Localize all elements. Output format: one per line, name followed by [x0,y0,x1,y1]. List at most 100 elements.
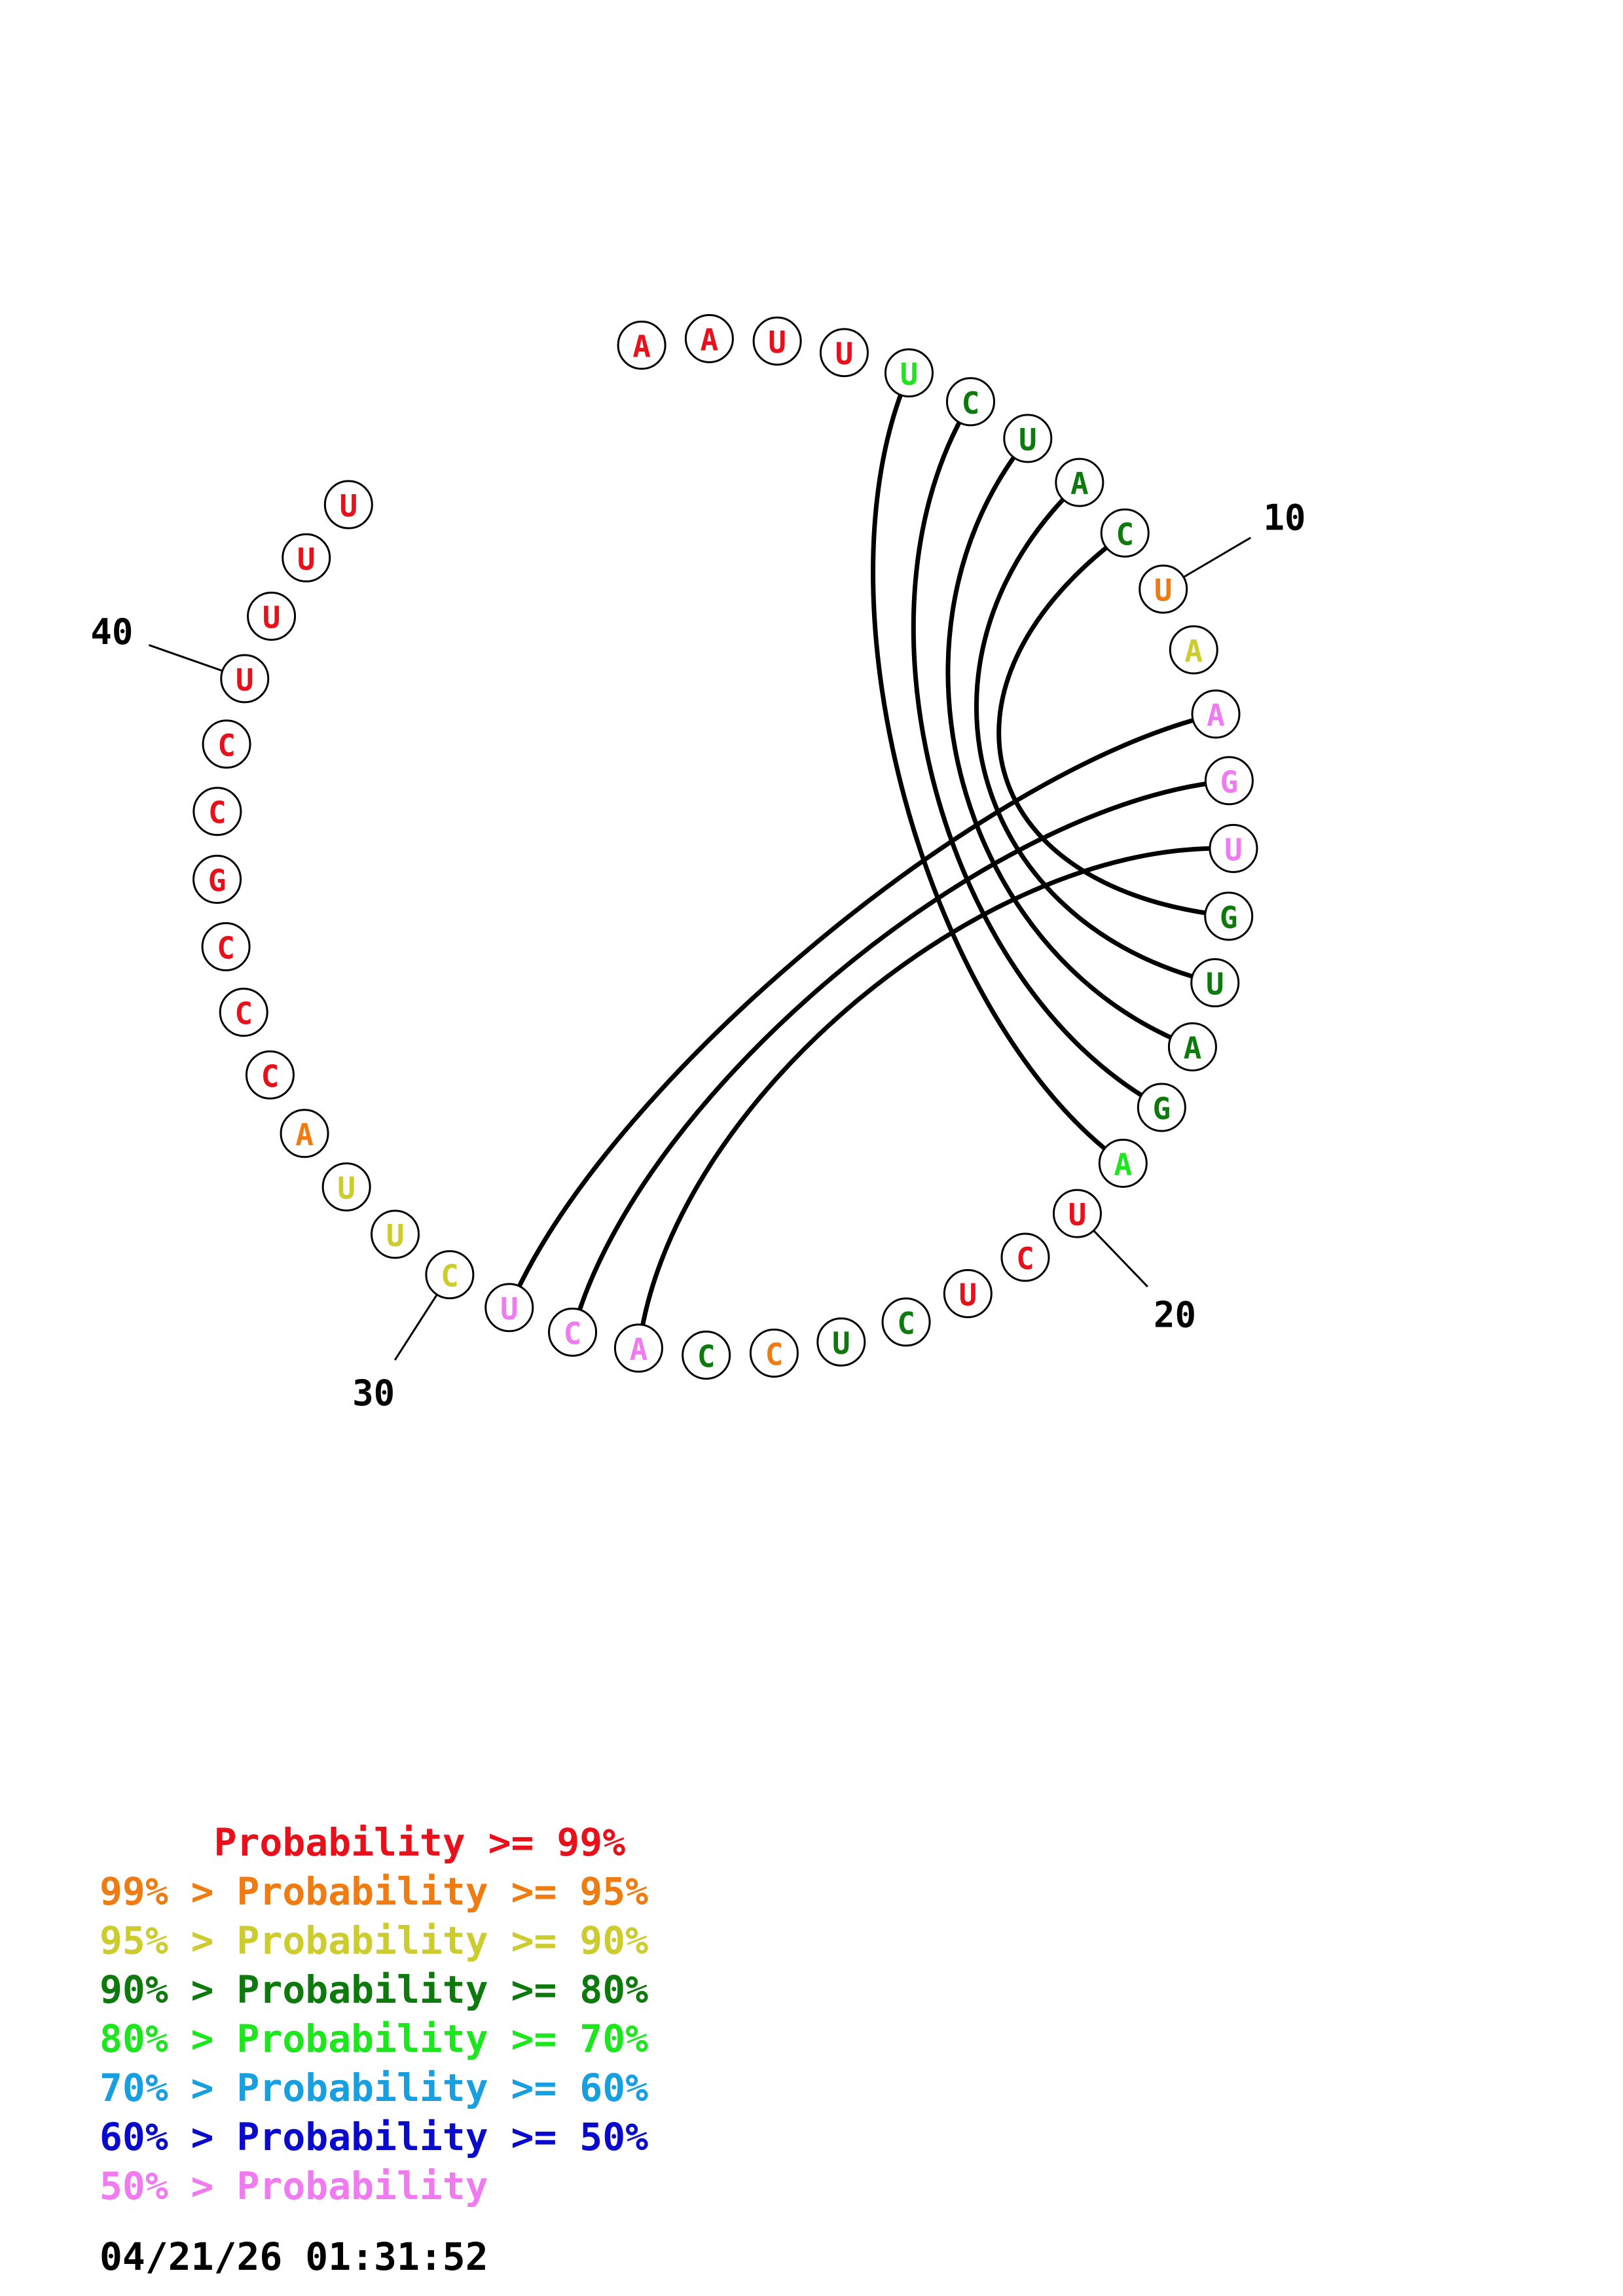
nucleotide-letter: C [217,930,235,965]
nucleotide-letter: A [1114,1147,1132,1182]
nucleotide-circle-marker [1167,1022,1217,1072]
nucleotide: C [1100,508,1150,558]
nucleotide-circle-marker [617,320,666,370]
nucleotide-circle-marker [323,480,373,529]
nucleotide-circle-marker [1204,756,1254,806]
nucleotide-circle-marker [1055,457,1104,507]
nucleotide-circle-marker [1190,958,1240,1008]
nucleotide-letter: C [897,1306,915,1341]
legend-entry: 90% > Probability >= 80% [100,1967,648,2012]
nucleotide-circle-marker [321,1162,371,1211]
position-label-line [1176,537,1252,582]
nucleotide-circle-marker [1003,414,1053,463]
nucleotide-circle-marker [945,377,995,427]
position-label-line [149,644,230,675]
nucleotide-letter: U [958,1278,977,1313]
nucleotide: A [684,314,734,363]
nucleotide-circle-marker [881,1297,931,1347]
nucleotide-letter: G [1220,900,1238,935]
nucleotide: G [1204,756,1254,806]
nucleotide-circle-marker [1137,1083,1186,1132]
legend-entry: 50% > Probability [100,2164,488,2208]
nucleotide-circle-marker [884,348,934,398]
nucleotide-circle-marker [1204,891,1254,941]
nucleotide-letter: C [1116,516,1134,552]
position-label: 40 [90,611,133,653]
nucleotide: C [682,1330,731,1380]
nucleotide-letter: C [234,996,253,1031]
nucleotide: U [1052,1189,1102,1238]
nucleotide-letter: U [900,357,919,392]
position-label: 30 [352,1372,395,1414]
nucleotide-letter: U [337,1170,356,1206]
nucleotide-letter: A [701,322,719,357]
nucleotide-circle-marker [245,1050,295,1100]
nucleotide: C [881,1297,931,1347]
nucleotide: U [1190,958,1240,1008]
nucleotide-letter: A [1184,1031,1202,1066]
nucleotide-circle-marker [1209,823,1258,873]
nucleotide-circle-marker [247,591,297,641]
nucleotide-circle-marker [202,719,251,769]
legend-entry: 99% > Probability >= 95% [100,1869,648,1914]
nucleotide-letter: C [217,728,236,763]
nucleotide: C [192,787,242,836]
nucleotide: U [884,348,934,398]
nucleotide-letter: U [1206,967,1224,1002]
nucleotide-circle: A A U UUCUACUAAGUGUAGAUCUCUCCACUCUUACCCGCCU… [192,314,1258,1380]
nucleotide-circle-marker [280,1109,329,1158]
nucleotide-letter: A [1184,634,1203,669]
nucleotide-circle-marker [220,654,270,704]
nucleotide-letter: G [1220,764,1239,800]
nucleotide-letter: C [962,386,980,421]
nucleotide: C [548,1307,598,1357]
legend-entry: 95% > Probability >= 90% [100,1918,648,1963]
nucleotide: A [1169,625,1218,675]
base-pair-arc [513,715,1202,1295]
nucleotide: U [323,480,373,529]
nucleotide-circle-marker [1000,1232,1050,1282]
nucleotide-letter: A [1207,698,1225,733]
nucleotide: C [945,377,995,427]
nucleotide-circle-marker [484,1283,534,1333]
nucleotide-letter: A [630,1332,648,1367]
nucleotide-letter: C [441,1259,459,1294]
nucleotide-circle-marker [816,1317,866,1367]
nucleotide-circle-marker [1139,564,1188,614]
nucleotide: A [617,320,666,370]
nucleotide-circle-marker [192,855,242,905]
nucleotide-circle-marker [943,1269,993,1319]
nucleotide: A [1055,457,1104,507]
nucleotide: C [245,1050,295,1100]
base-pair-arcs [513,386,1219,1334]
nucleotide-letter: U [236,662,254,698]
legend-entry: 80% > Probability >= 70% [100,2017,648,2061]
legend-entry: Probability >= 99% [100,1820,625,1865]
nucleotide-circle-marker [1169,625,1218,675]
nucleotide: G [1137,1083,1186,1132]
nucleotide-circle-marker [425,1250,475,1300]
nucleotide-letter: C [208,795,227,831]
nucleotide: U [943,1269,993,1319]
nucleotide: U [220,654,270,704]
nucleotide-letter: C [765,1336,784,1372]
nucleotide-circle-marker [371,1210,420,1259]
nucleotide-circle-marker [1191,689,1241,739]
nucleotide: C [202,719,251,769]
nucleotide-letter: A [632,329,651,364]
nucleotide: C [201,922,251,971]
nucleotide-circle-marker [1052,1189,1102,1238]
nucleotide-letter: U [1019,422,1037,457]
nucleotide-letter: U [1068,1197,1087,1232]
nucleotide-circle-marker [192,787,242,836]
nucleotide-circle-marker [201,922,251,971]
nucleotide-circle-marker [613,1323,663,1373]
nucleotide-circle-marker [819,328,869,378]
nucleotide: A [280,1109,329,1158]
nucleotide: U [1003,414,1053,463]
base-pair-arc [638,846,1219,1334]
nucleotide: C [219,988,268,1037]
base-pair-arc [974,492,1201,981]
nucleotide: C [1000,1232,1050,1282]
